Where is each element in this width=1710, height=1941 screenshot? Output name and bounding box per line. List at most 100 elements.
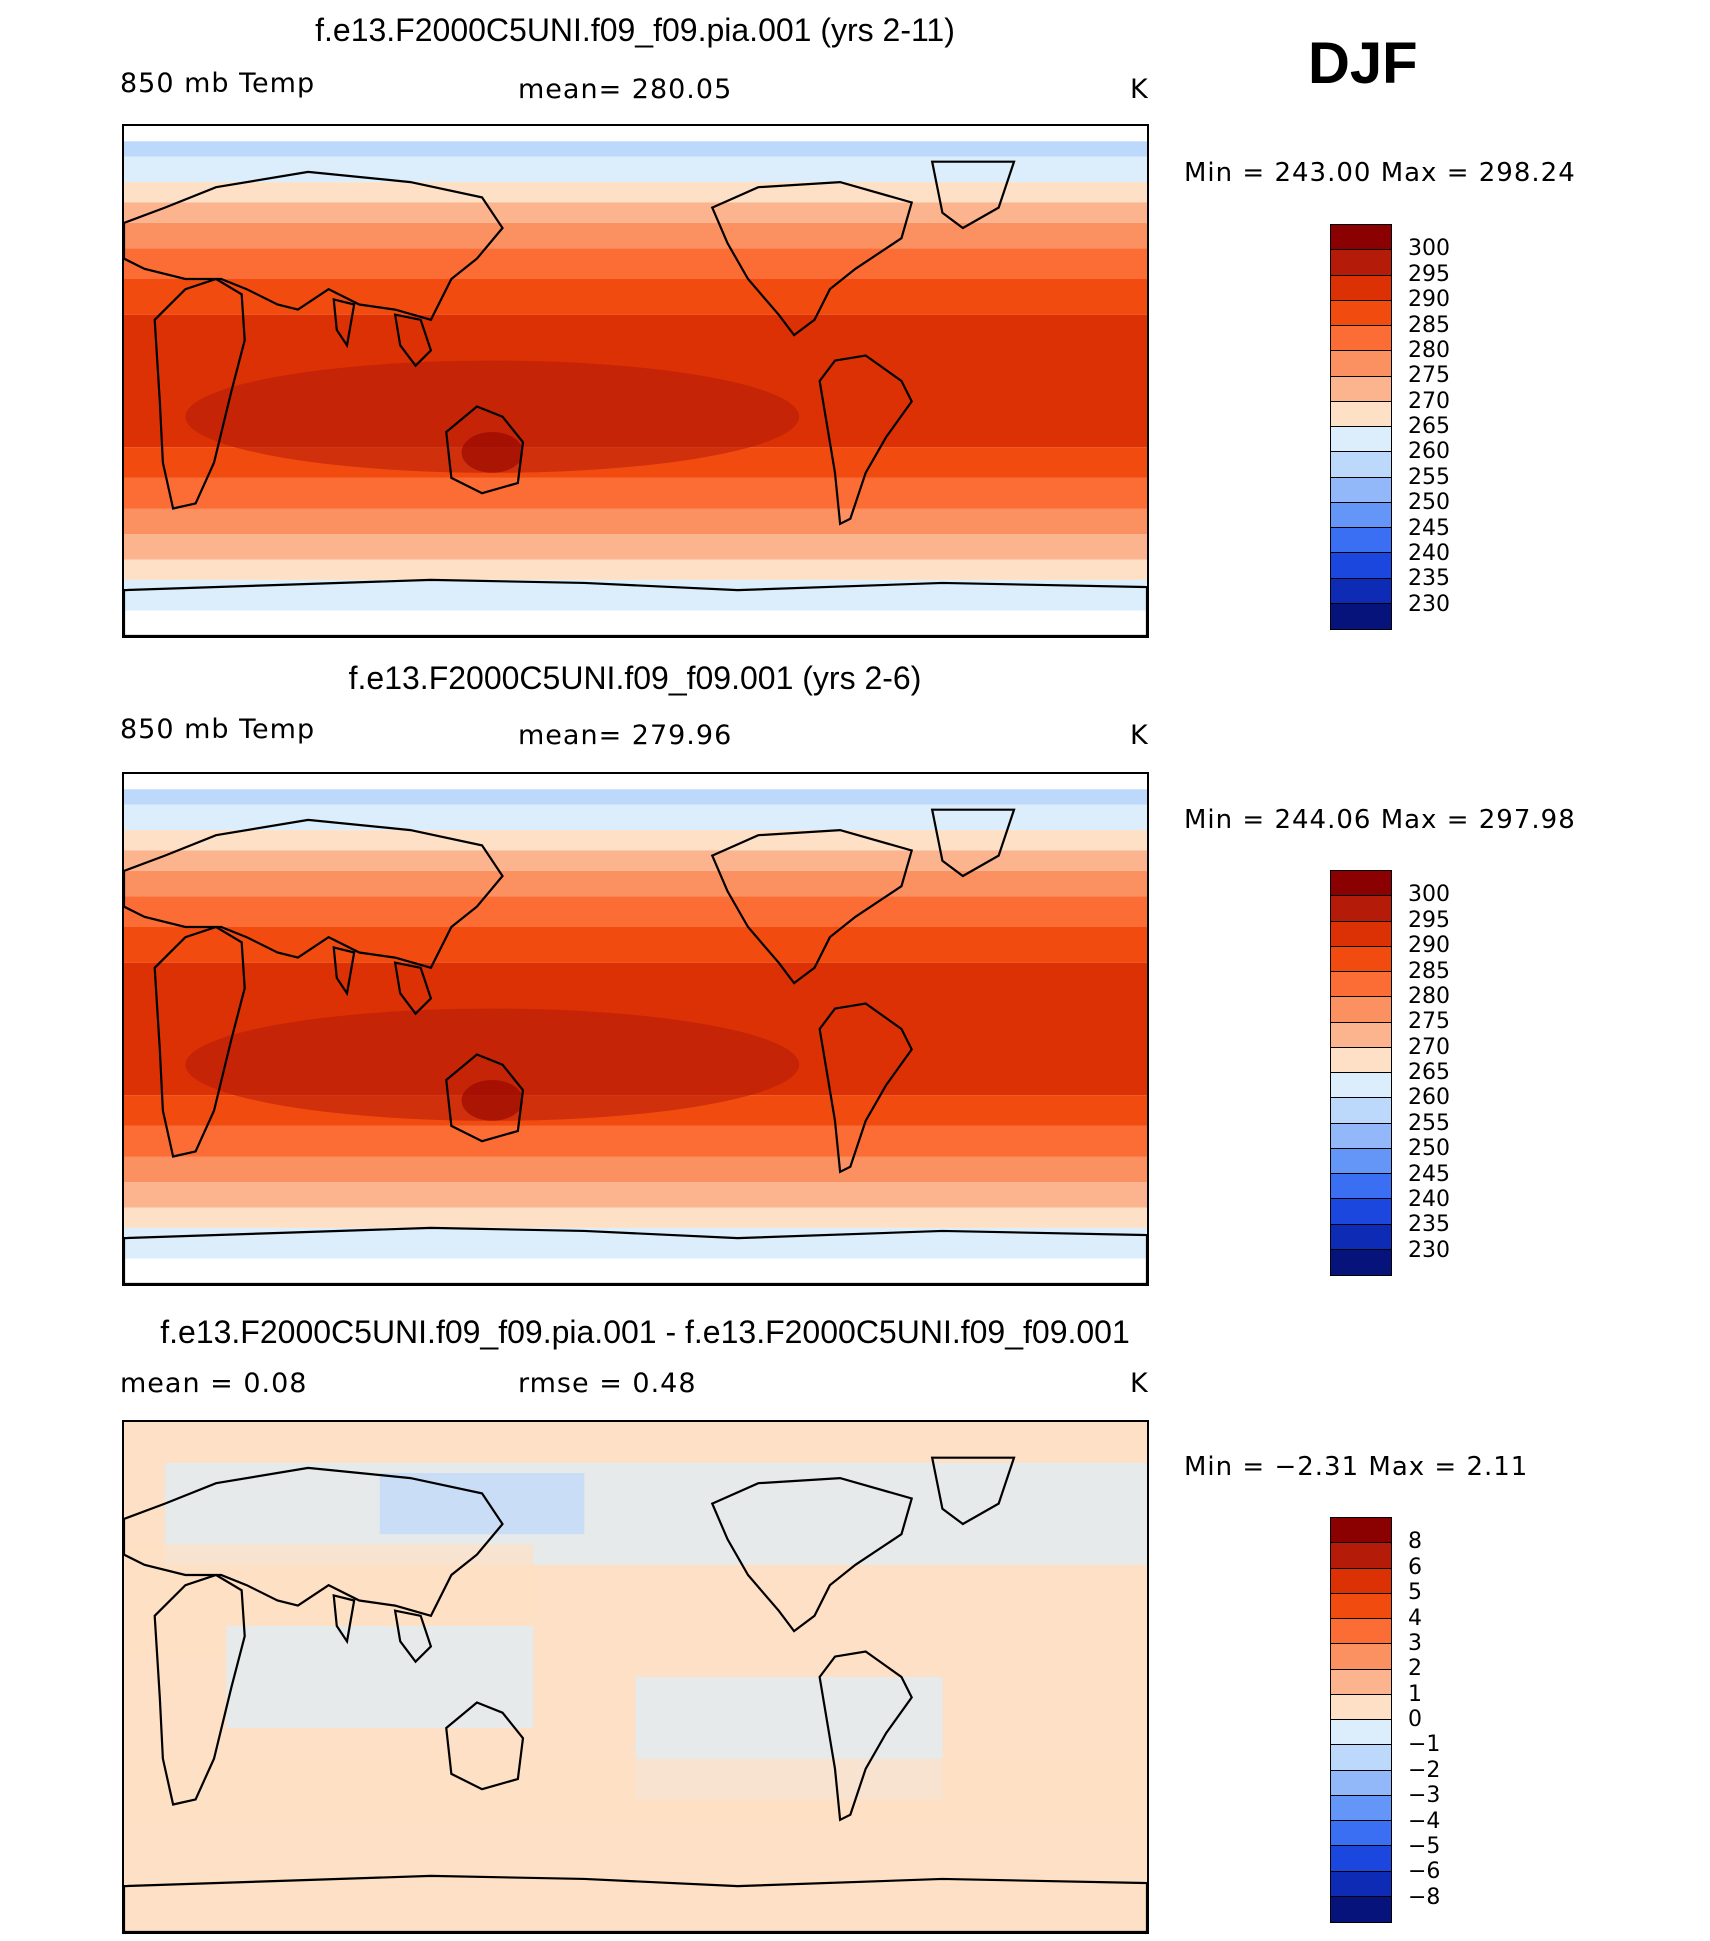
temperature-band: [124, 850, 1147, 871]
panel-3-colorbar: [1330, 1517, 1392, 1923]
panel-1-variable-label: 850 mb Temp: [120, 68, 316, 99]
colorbar-tick-label: 275: [1408, 363, 1450, 389]
colorbar-tick-label: −2: [1408, 1757, 1441, 1783]
colorbar-tick-label: −3: [1408, 1783, 1441, 1809]
panel-2-mean-label: mean= 279.96: [518, 720, 733, 751]
difference-patch: [124, 1758, 1147, 1820]
colorbar-tick-label: 280: [1408, 337, 1450, 363]
colorbar-swatch: [1331, 502, 1391, 528]
colorbar-swatch: [1331, 921, 1391, 947]
colorbar-swatch: [1331, 401, 1391, 427]
colorbar-swatch: [1331, 553, 1391, 579]
panel-2-colorbar: [1330, 870, 1392, 1276]
coastline-north-america: [712, 1478, 911, 1631]
colorbar-swatch: [1331, 326, 1391, 352]
colorbar-swatch: [1331, 1148, 1391, 1174]
coastline-india: [334, 1595, 354, 1641]
panel-2-map: [122, 772, 1149, 1286]
coastline-eurasia: [124, 172, 503, 320]
panel-3-rmse-label: rmse = 0.48: [518, 1368, 697, 1399]
colorbar-swatch: [1331, 1073, 1391, 1099]
coastline-africa: [155, 927, 245, 1157]
colorbar-swatch: [1331, 250, 1391, 276]
temperature-band: [124, 477, 1147, 509]
map-canvas: [124, 789, 1147, 1284]
colorbar-swatch: [1331, 351, 1391, 377]
colorbar-tick-label: 8: [1408, 1529, 1422, 1555]
temperature-band: [124, 1182, 1147, 1208]
colorbar-swatch: [1331, 1098, 1391, 1124]
colorbar-tick-label: 265: [1408, 414, 1450, 439]
colorbar-swatch: [1331, 871, 1391, 897]
temperature-band: [124, 534, 1147, 560]
colorbar-tick-label: −5: [1408, 1833, 1441, 1859]
colorbar-tick-label: 230: [1408, 591, 1450, 617]
colorbar-swatch: [1331, 1619, 1391, 1645]
coastline-india: [334, 947, 354, 993]
colorbar-swatch: [1331, 1249, 1391, 1275]
temperature-band: [124, 559, 1147, 580]
colorbar-tick-label: −8: [1408, 1884, 1441, 1910]
colorbar-tick-label: 5: [1408, 1580, 1422, 1606]
panel-3-units: K: [1130, 1368, 1149, 1399]
colorbar-swatch: [1331, 1543, 1391, 1569]
coastline-south-america: [820, 1652, 912, 1820]
colorbar-tick-label: 235: [1408, 566, 1450, 592]
coastline-greenland: [932, 810, 1014, 876]
colorbar-swatch: [1331, 1224, 1391, 1250]
season-label: DJF: [1308, 31, 1418, 96]
temperature-band: [124, 896, 1147, 927]
colorbar-swatch: [1331, 972, 1391, 998]
colorbar-tick-label: 4: [1408, 1605, 1422, 1631]
temperature-band: [124, 202, 1147, 223]
colorbar-swatch: [1331, 1047, 1391, 1073]
colorbar-swatch: [1331, 603, 1391, 629]
colorbar-tick-label: 280: [1408, 983, 1450, 1009]
colorbar-swatch: [1331, 997, 1391, 1023]
colorbar-tick-label: 250: [1408, 1136, 1450, 1162]
colorbar-swatch: [1331, 1644, 1391, 1670]
colorbar-tick-label: 285: [1408, 958, 1450, 984]
coastline-eurasia: [124, 820, 503, 968]
coastline-greenland: [932, 162, 1014, 228]
colorbar-swatch: [1331, 578, 1391, 604]
colorbar-swatch: [1331, 1593, 1391, 1619]
colorbar-tick-label: 0: [1408, 1707, 1422, 1732]
colorbar-tick-label: −4: [1408, 1808, 1441, 1834]
temperature-band: [124, 610, 1147, 636]
colorbar-tick-label: 295: [1408, 261, 1450, 287]
panel-1-units: K: [1130, 74, 1149, 105]
colorbar-swatch: [1331, 1745, 1391, 1771]
panel-1-title: f.e13.F2000C5UNI.f09_f09.pia.001 (yrs 2-…: [315, 12, 955, 48]
coastline-africa: [155, 1575, 245, 1805]
colorbar-swatch: [1331, 1896, 1391, 1922]
colorbar-swatch: [1331, 1518, 1391, 1544]
colorbar-tick-label: 3: [1408, 1630, 1422, 1656]
colorbar-tick-label: 270: [1408, 388, 1450, 414]
temperature-band: [124, 804, 1147, 831]
warm-core: [461, 1080, 523, 1121]
coastline-se-asia: [395, 315, 431, 366]
colorbar-tick-label: 265: [1408, 1060, 1450, 1085]
temperature-band: [124, 248, 1147, 279]
colorbar-swatch: [1331, 427, 1391, 453]
temperature-band: [124, 222, 1147, 249]
coastline-australia: [446, 1703, 523, 1790]
coastline-australia: [446, 407, 523, 494]
difference-patch: [379, 1473, 585, 1535]
colorbar-swatch: [1331, 1022, 1391, 1048]
colorbar-tick-label: 250: [1408, 490, 1450, 516]
colorbar-swatch: [1331, 946, 1391, 972]
colorbar-swatch: [1331, 225, 1391, 251]
colorbar-tick-label: 295: [1408, 907, 1450, 933]
colorbar-tick-label: 230: [1408, 1237, 1450, 1263]
colorbar-tick-label: 245: [1408, 515, 1450, 541]
colorbar-swatch: [1331, 1669, 1391, 1695]
panel-1-map: [122, 124, 1149, 638]
coastline-south-america: [820, 1004, 912, 1172]
colorbar-swatch: [1331, 1770, 1391, 1796]
colorbar-swatch: [1331, 528, 1391, 554]
colorbar-tick-label: 255: [1408, 1110, 1450, 1136]
colorbar-tick-label: 300: [1408, 882, 1450, 908]
coastline-south-america: [820, 356, 912, 524]
